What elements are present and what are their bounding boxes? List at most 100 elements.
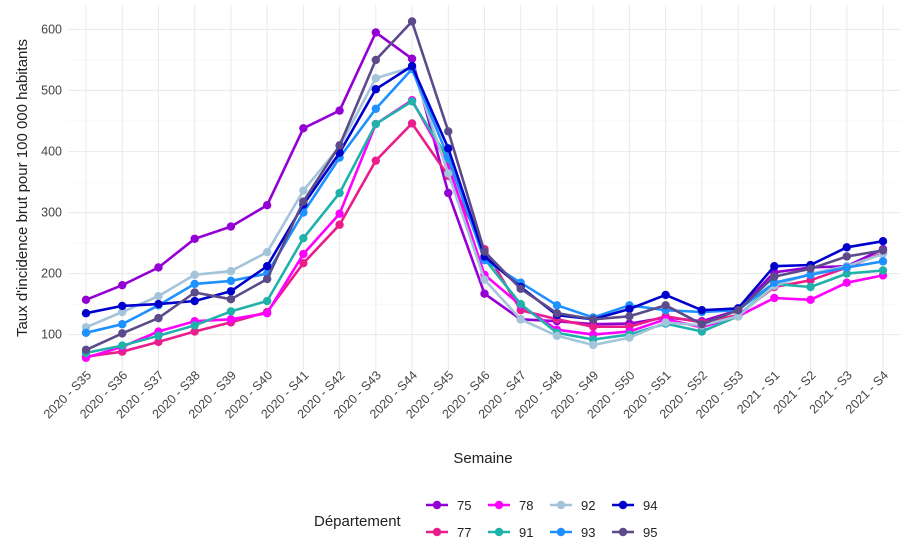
data-point [299,233,308,243]
data-point [552,301,562,310]
data-point [154,337,163,347]
data-point [118,280,127,290]
legend-key-point [618,527,628,537]
data-point [226,222,236,231]
data-point [588,322,598,331]
data-point [516,315,525,324]
data-point [262,274,272,284]
data-point [335,141,344,150]
data-point [407,119,417,128]
data-point [154,331,163,341]
data-point [226,276,236,286]
legend: Département 75 78 92 94 77 91 93 95 [314,498,657,540]
data-point [552,309,562,318]
data-point [299,197,308,206]
legend-label: 92 [581,498,595,513]
data-point [806,270,815,279]
data-point [842,252,851,261]
y-tick-label: 500 [41,83,62,97]
data-point [733,312,743,321]
data-point [878,266,888,275]
legend-key-point [618,500,628,510]
data-point [588,315,598,324]
data-point [733,305,743,315]
data-point [516,299,525,309]
legend-label: 95 [643,525,657,540]
data-point [371,55,381,65]
legend-key-point [556,500,566,510]
data-point [226,315,236,324]
data-point [118,320,127,329]
data-point [190,321,199,330]
data-point [516,284,525,294]
x-axis-title: Semaine [453,450,512,467]
data-point [878,246,888,255]
legend-item-91: 91 [488,525,533,540]
y-tick-label: 600 [41,22,62,36]
data-point [770,262,779,271]
data-point [226,294,236,304]
data-point [190,296,199,306]
legend-title: Département [314,513,402,530]
data-point [118,307,127,317]
data-point [552,331,562,341]
data-point [335,209,344,218]
data-point [262,262,272,271]
data-point [299,186,308,195]
data-point [371,74,381,83]
data-point [806,264,815,273]
legend-item-92: 92 [550,498,595,513]
data-point [625,304,634,314]
data-point [335,220,344,229]
data-point [407,97,417,106]
series-95 [81,17,888,355]
legend-key-point [494,500,504,510]
data-point [371,119,381,129]
data-point [299,258,308,268]
legend-key-point [556,527,566,537]
data-point [697,305,707,315]
data-point [407,61,417,71]
data-point [444,169,453,178]
data-point [81,345,91,355]
legend-label: 93 [581,525,595,540]
data-point [190,279,199,289]
series-layer [81,17,888,362]
data-point [371,156,381,165]
data-point [226,307,236,316]
data-point [588,340,598,350]
legend-key-point [432,527,442,537]
data-point [226,287,236,296]
data-point [444,188,453,198]
data-point [190,234,199,243]
data-point [697,327,707,336]
data-point [407,54,417,63]
data-point [806,295,815,305]
data-point [625,312,634,321]
y-tick-label: 100 [41,328,62,342]
data-point [81,295,91,305]
data-point [190,270,199,279]
data-point [878,237,888,246]
legend-item-93: 93 [550,525,595,540]
data-point [262,201,272,210]
data-point [154,313,163,323]
data-point [444,144,453,153]
data-point [81,309,91,318]
data-point [118,329,127,338]
data-point [371,85,381,94]
legend-label: 75 [457,498,471,513]
data-point [226,266,236,276]
legend-label: 78 [519,498,533,513]
legend-label: 94 [643,498,657,513]
data-point [480,289,489,298]
data-point [154,263,163,272]
data-point [842,278,851,287]
data-point [661,290,670,300]
data-point [661,318,670,327]
data-point [262,247,272,257]
y-tick-label: 200 [41,267,62,281]
legend-label: 77 [457,525,471,540]
